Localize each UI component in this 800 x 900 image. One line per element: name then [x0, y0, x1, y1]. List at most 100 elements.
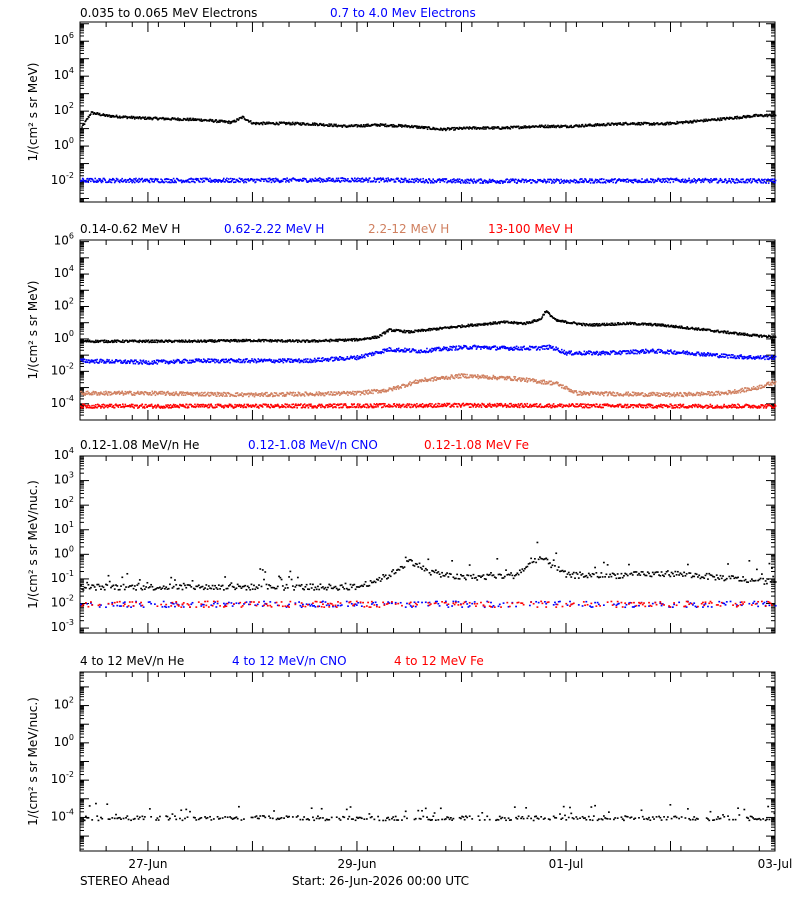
data-point	[499, 182, 502, 184]
data-point	[190, 340, 193, 342]
data-point	[353, 180, 356, 183]
data-point	[688, 351, 690, 354]
data-point	[491, 178, 494, 181]
data-point	[381, 123, 384, 126]
data-point	[145, 361, 148, 364]
y-axis-label: 1/(cm² s sr MeV)	[26, 281, 40, 380]
data-point	[743, 334, 746, 337]
data-point	[445, 178, 448, 180]
data-point	[772, 335, 774, 337]
data-point	[91, 360, 93, 363]
data-point	[325, 180, 327, 183]
data-point	[349, 125, 352, 128]
data-point	[157, 359, 159, 362]
data-point	[691, 120, 693, 123]
data-point	[394, 350, 396, 353]
data-point	[362, 355, 365, 358]
data-point	[551, 126, 554, 128]
data-point	[610, 322, 613, 325]
data-point	[651, 124, 653, 126]
legend-entry: 0.035 to 0.065 MeV Electrons	[80, 6, 257, 20]
data-point	[377, 123, 379, 126]
data-point	[200, 339, 202, 342]
data-point	[327, 178, 329, 181]
data-point	[625, 181, 628, 183]
data-point	[667, 122, 670, 125]
data-point	[513, 181, 516, 183]
data-point	[356, 126, 359, 128]
data-point	[421, 329, 423, 332]
data-point	[293, 359, 296, 361]
data-point	[212, 340, 215, 342]
data-point	[218, 119, 221, 122]
data-point	[520, 126, 522, 128]
data-point	[674, 326, 677, 329]
data-point	[740, 354, 742, 356]
data-point	[545, 347, 548, 350]
data-point	[512, 126, 514, 129]
data-point	[587, 350, 590, 352]
data-point	[86, 339, 89, 342]
data-point	[666, 352, 668, 355]
data-point	[349, 357, 351, 360]
data-point	[385, 177, 387, 180]
data-point	[322, 339, 325, 342]
data-point	[715, 177, 717, 180]
data-point	[584, 123, 587, 126]
data-point	[749, 179, 751, 182]
data-point	[342, 179, 345, 182]
data-point	[313, 122, 316, 124]
data-point	[399, 329, 402, 332]
data-point	[710, 181, 713, 183]
data-point	[142, 359, 145, 362]
data-point	[228, 359, 231, 362]
data-point	[457, 348, 460, 351]
data-point	[496, 346, 498, 349]
data-point	[513, 320, 515, 323]
data-point	[752, 114, 755, 117]
data-point	[396, 177, 398, 180]
data-point	[664, 178, 667, 180]
data-point	[595, 324, 598, 326]
data-point	[166, 118, 169, 121]
data-point	[98, 179, 101, 182]
data-point	[547, 347, 550, 350]
data-point	[97, 341, 100, 344]
data-point	[258, 360, 260, 363]
data-point	[672, 324, 675, 327]
data-point	[422, 177, 424, 180]
data-point	[698, 178, 700, 180]
data-point	[550, 178, 552, 181]
data-point	[343, 180, 346, 183]
data-point	[493, 180, 496, 182]
data-point	[251, 178, 254, 181]
data-point	[401, 124, 404, 127]
data-point	[401, 126, 403, 128]
data-point	[376, 125, 379, 127]
data-point	[709, 329, 712, 331]
data-point	[581, 178, 583, 180]
data-point	[226, 180, 229, 182]
data-point	[740, 178, 742, 181]
data-point	[276, 360, 279, 362]
data-point	[431, 347, 433, 350]
data-point	[229, 361, 231, 364]
data-point	[264, 178, 267, 180]
data-point	[497, 126, 500, 128]
data-point	[473, 126, 475, 128]
data-point	[758, 357, 761, 360]
data-point	[181, 181, 184, 183]
data-point	[754, 356, 757, 359]
data-point	[542, 181, 544, 184]
data-point	[357, 338, 359, 341]
data-point	[441, 347, 444, 350]
data-point	[384, 332, 387, 334]
data-point	[458, 181, 460, 183]
data-point	[533, 346, 536, 349]
data-point	[268, 358, 271, 361]
data-point	[569, 352, 571, 355]
data-point	[187, 340, 190, 343]
data-point	[105, 360, 108, 363]
data-point	[502, 346, 504, 349]
data-point	[626, 178, 629, 180]
